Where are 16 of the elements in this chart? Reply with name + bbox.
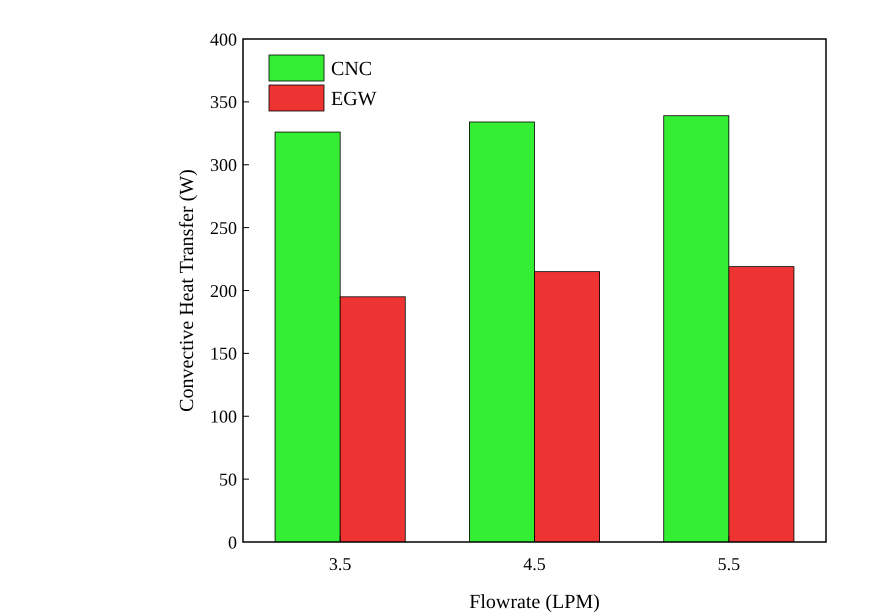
legend-label: EGW: [331, 88, 377, 110]
y-tick-label: 400: [210, 29, 237, 50]
x-tick-label: 4.5: [523, 554, 546, 574]
y-tick-label: 250: [210, 218, 237, 238]
y-tick-label: 50: [219, 469, 237, 490]
y-tick-label: 300: [210, 155, 237, 176]
x-tick-label: 5.5: [718, 554, 740, 574]
y-tick-label: 150: [210, 344, 237, 364]
y-axis-title: Convective Heat Transfer (W): [176, 169, 198, 412]
y-tick-label: 100: [210, 406, 237, 427]
y-tick-label: 200: [210, 280, 237, 301]
x-tick-label: 3.5: [328, 554, 352, 574]
y-tick-label: 0: [228, 532, 237, 552]
legend-label: CNC: [331, 58, 372, 80]
x-axis-title: Flowrate (LPM): [469, 591, 600, 612]
y-tick-label: 350: [210, 92, 237, 112]
